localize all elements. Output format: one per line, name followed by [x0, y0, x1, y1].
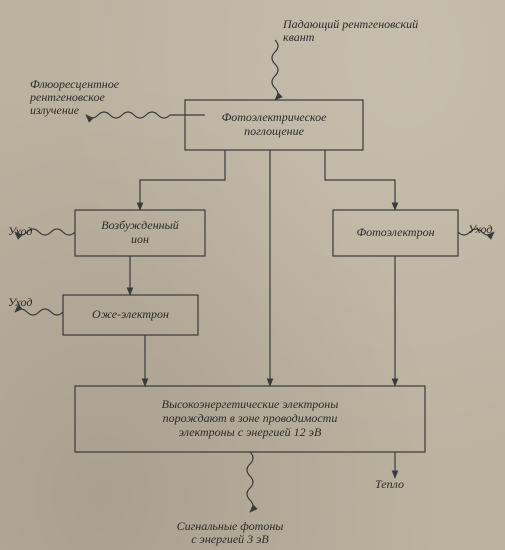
label-heat: Тепло: [375, 478, 435, 491]
box-photoelectron: Фотоэлектрон: [333, 210, 458, 256]
box-auger: Оже-электрон: [63, 295, 198, 335]
label-signal-photons: Сигнальные фотоны с энергией 3 эВ: [120, 520, 340, 546]
box-main: Высокоэнергетические электроны порождают…: [75, 386, 425, 452]
label-escape-left-1: Уход: [8, 225, 58, 238]
box-photoabs: Фотоэлектрическое поглощение: [185, 100, 363, 150]
label-fluorescence: Флюоресцентное рентгеновское излучение: [30, 78, 160, 118]
label-incoming-quantum: Падающий рентгеновский квант: [283, 18, 483, 44]
box-ion: Возбужденный ион: [75, 210, 205, 256]
label-escape-right: Уход: [468, 223, 505, 236]
label-escape-left-2: Уход: [8, 296, 58, 309]
